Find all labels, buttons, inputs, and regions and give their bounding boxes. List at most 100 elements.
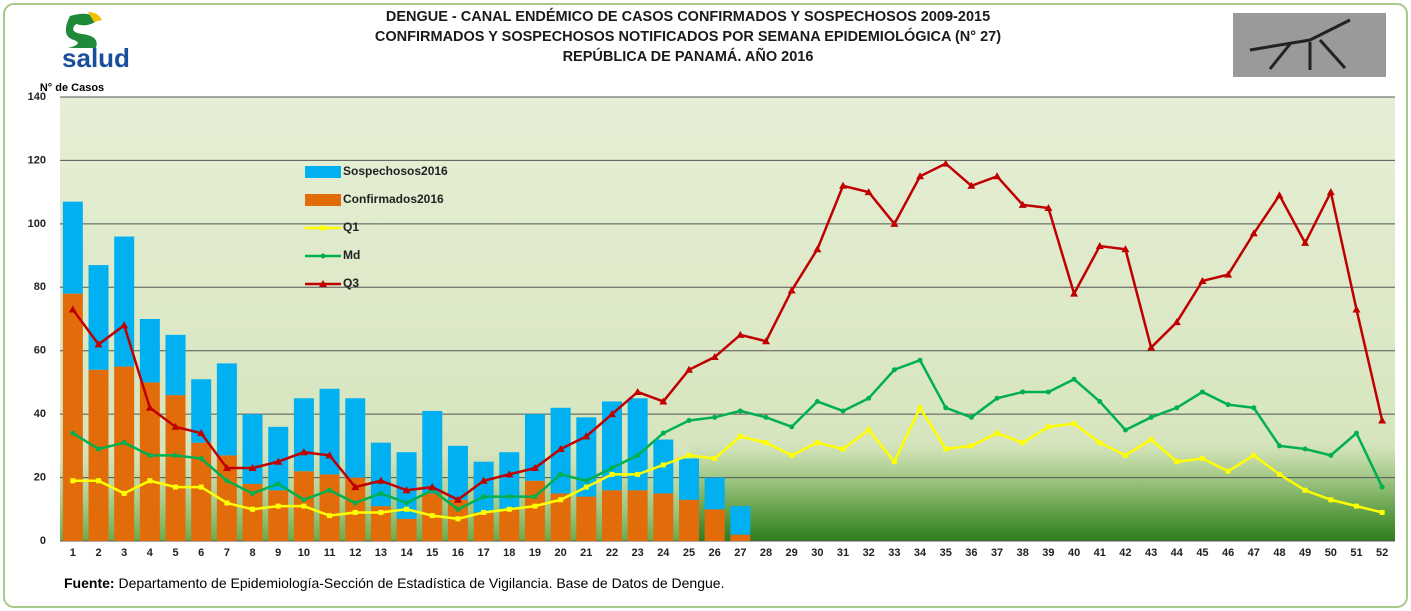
chart: salud DENGUE - CANAL ENDÉMICO DE CASOS C… <box>0 0 1411 611</box>
marker <box>686 418 691 423</box>
source: Fuente: Departamento de Epidemiología-Se… <box>64 575 724 591</box>
x-tick-label: 48 <box>1273 547 1285 559</box>
marker <box>712 456 717 461</box>
mosquito-photo <box>1233 13 1386 77</box>
x-tick-label: 1 <box>70 547 76 559</box>
y-tick-label: 40 <box>34 408 46 420</box>
bar <box>705 509 725 541</box>
x-tick-label: 46 <box>1222 547 1234 559</box>
x-tick-label: 6 <box>198 547 204 559</box>
bar <box>140 319 160 382</box>
x-tick-label: 32 <box>863 547 875 559</box>
marker <box>301 504 306 509</box>
x-tick-label: 12 <box>349 547 361 559</box>
marker <box>584 485 589 490</box>
marker <box>635 472 640 477</box>
marker <box>1328 497 1333 502</box>
legend-swatch <box>305 194 341 206</box>
x-tick-label: 2 <box>95 547 101 559</box>
marker <box>1174 405 1179 410</box>
marker <box>943 405 948 410</box>
legend-label: Q1 <box>343 220 359 234</box>
marker <box>96 447 101 452</box>
marker <box>1020 440 1025 445</box>
legend-label: Q3 <box>343 276 359 290</box>
marker <box>1354 504 1359 509</box>
marker <box>321 254 326 259</box>
marker <box>507 507 512 512</box>
marker <box>635 453 640 458</box>
x-tick-label: 44 <box>1171 547 1184 559</box>
marker <box>661 462 666 467</box>
marker <box>738 408 743 413</box>
bar <box>89 370 109 541</box>
x-tick-label: 41 <box>1094 547 1106 559</box>
y-tick-label: 20 <box>34 471 46 483</box>
marker <box>1226 469 1231 474</box>
marker <box>841 408 846 413</box>
bar <box>628 490 648 541</box>
bar <box>320 389 340 475</box>
x-tick-label: 5 <box>172 547 178 559</box>
x-tick-label: 23 <box>632 547 644 559</box>
x-tick-label: 15 <box>426 547 438 559</box>
bar <box>730 506 750 535</box>
logo-text: salud <box>62 43 130 73</box>
marker <box>173 453 178 458</box>
marker <box>866 396 871 401</box>
x-tick-label: 8 <box>249 547 255 559</box>
marker <box>173 485 178 490</box>
marker <box>815 399 820 404</box>
y-tick-label: 120 <box>28 154 46 166</box>
x-tick-label: 31 <box>837 547 849 559</box>
x-tick-label: 34 <box>914 547 927 559</box>
x-tick-label: 50 <box>1325 547 1337 559</box>
bar <box>730 535 750 541</box>
x-tick-label: 33 <box>888 547 900 559</box>
x-tick-label: 27 <box>734 547 746 559</box>
marker <box>789 453 794 458</box>
x-tick-label: 21 <box>580 547 592 559</box>
marker <box>481 494 486 499</box>
marker <box>1123 453 1128 458</box>
marker <box>1149 415 1154 420</box>
marker <box>1046 389 1051 394</box>
chart-title: REPÚBLICA DE PANAMÁ. AÑO 2016 <box>563 47 814 65</box>
bar <box>345 398 365 477</box>
marker <box>378 491 383 496</box>
x-tick-label: 40 <box>1068 547 1080 559</box>
marker <box>1354 431 1359 436</box>
bar <box>422 411 442 493</box>
marker <box>1200 389 1205 394</box>
y-tick-label: 140 <box>28 91 46 103</box>
bar <box>114 367 134 541</box>
x-tick-label: 26 <box>709 547 721 559</box>
marker <box>918 405 923 410</box>
marker <box>430 513 435 518</box>
bar <box>397 519 417 541</box>
x-tick-label: 28 <box>760 547 772 559</box>
x-tick-label: 22 <box>606 547 618 559</box>
marker <box>481 510 486 515</box>
marker <box>276 481 281 486</box>
marker <box>892 367 897 372</box>
marker <box>1251 405 1256 410</box>
y-axis-label: N° de Casos <box>40 82 104 94</box>
marker <box>686 453 691 458</box>
marker <box>250 507 255 512</box>
marker <box>301 497 306 502</box>
marker <box>224 500 229 505</box>
x-tick-label: 39 <box>1042 547 1054 559</box>
marker <box>321 226 326 231</box>
marker <box>122 440 127 445</box>
bar <box>679 459 699 500</box>
marker <box>1072 377 1077 382</box>
marker <box>1200 456 1205 461</box>
x-tick-label: 20 <box>555 547 567 559</box>
marker <box>1303 447 1308 452</box>
marker <box>1020 389 1025 394</box>
marker <box>609 466 614 471</box>
bar <box>705 478 725 510</box>
marker <box>404 507 409 512</box>
marker <box>943 447 948 452</box>
